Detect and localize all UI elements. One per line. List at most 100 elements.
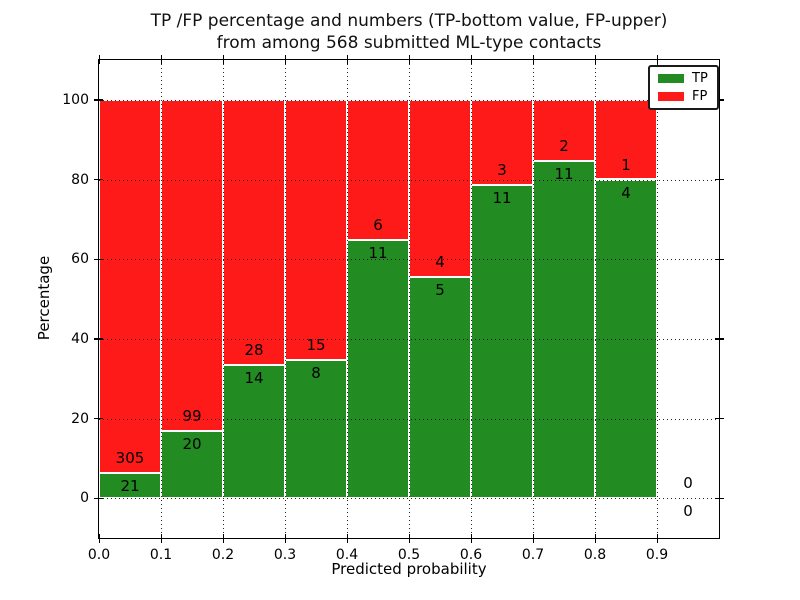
- tp-count-label: 11: [554, 165, 574, 184]
- x-tick-label: 0.0: [87, 547, 111, 563]
- legend-label-tp: TP: [692, 71, 708, 86]
- tp-count-label: 11: [368, 244, 388, 263]
- y-tick-left: [94, 179, 103, 181]
- x-tick-label: 0.4: [335, 547, 359, 563]
- x-tick-top: [656, 55, 658, 64]
- x-tick-top: [408, 55, 410, 64]
- tp-bar-segment: [99, 472, 161, 499]
- x-tick-bottom: [408, 534, 410, 543]
- y-tick-right: [715, 497, 724, 500]
- y-tick-label: 80: [71, 171, 89, 188]
- y-tick-left: [94, 338, 103, 340]
- tp-count-label: 21: [120, 476, 140, 495]
- x-tick-top: [222, 55, 224, 64]
- tp-count-label: 4: [621, 183, 631, 202]
- tp-bar-segment: [471, 185, 533, 499]
- fp-bar-segment: [161, 99, 223, 432]
- tp-count-label: 14: [244, 369, 264, 388]
- x-tick-label: 0.6: [459, 547, 483, 563]
- x-tick-top: [98, 55, 100, 64]
- x-tick-top: [160, 55, 162, 64]
- x-tick-top: [470, 55, 472, 64]
- fp-bar-segment: [409, 99, 471, 277]
- x-tick-bottom: [98, 534, 100, 543]
- y-tick-label: 40: [71, 330, 89, 347]
- y-tick-label: 20: [71, 410, 89, 427]
- fp-bar-segment: [99, 99, 161, 473]
- x-gridline: [285, 60, 286, 538]
- fp-count-label: 3: [497, 161, 507, 180]
- tp-bar-segment: [409, 276, 471, 499]
- fp-count-label: 305: [115, 448, 145, 467]
- fp-bar-segment: [223, 99, 285, 366]
- tp-bar-segment: [161, 431, 223, 499]
- x-gridline: [595, 60, 596, 538]
- x-tick-bottom: [284, 534, 286, 543]
- x-tick-bottom: [346, 534, 348, 543]
- legend-label-fp: FP: [692, 89, 708, 104]
- tp-count-label: 11: [492, 189, 512, 208]
- tp-bar-segment: [533, 161, 595, 499]
- legend: TP FP: [648, 65, 719, 110]
- x-gridline: [161, 60, 162, 538]
- y-axis-label: Percentage: [35, 255, 53, 341]
- x-tick-top: [346, 55, 348, 64]
- fp-color-swatch: [658, 92, 684, 101]
- y-tick-left: [94, 418, 103, 420]
- x-tick-label: 0.9: [645, 547, 669, 563]
- x-tick-label: 0.5: [397, 547, 421, 563]
- fp-count-label: 15: [306, 335, 326, 354]
- y-tick-label: 100: [62, 91, 89, 108]
- y-tick-label: 0: [80, 490, 89, 507]
- x-gridline: [409, 60, 410, 538]
- x-gridline: [471, 60, 472, 538]
- x-axis-label: Predicted probability: [331, 560, 487, 578]
- y-tick-right: [715, 99, 724, 101]
- fp-count-label: 0: [683, 474, 693, 493]
- tp-count-label: 0: [683, 502, 693, 521]
- x-tick-bottom: [532, 534, 534, 543]
- x-gridline: [533, 60, 534, 538]
- x-gridline: [223, 60, 224, 538]
- y-tick-right: [715, 418, 724, 420]
- fp-count-label: 6: [373, 216, 383, 235]
- x-tick-label: 0.3: [273, 547, 297, 563]
- tp-count-label: 20: [182, 435, 202, 454]
- x-tick-bottom: [470, 534, 472, 543]
- x-tick-label: 0.1: [149, 547, 173, 563]
- x-tick-label: 0.8: [583, 547, 607, 563]
- y-tick-left: [94, 99, 103, 101]
- x-tick-label: 0.2: [211, 547, 235, 563]
- y-tick-right: [715, 179, 724, 181]
- tp-bar-segment: [347, 240, 409, 499]
- y-tick-right: [715, 258, 724, 261]
- legend-item-tp: TP: [658, 72, 708, 85]
- x-tick-label: 0.7: [521, 547, 545, 563]
- x-gridline: [657, 60, 658, 538]
- y-tick-left: [94, 258, 103, 261]
- fp-count-label: 1: [621, 155, 631, 174]
- chart-title: TP /FP percentage and numbers (TP-bottom…: [98, 10, 720, 55]
- fp-bar-segment: [285, 99, 347, 360]
- chart-title-line1: TP /FP percentage and numbers (TP-bottom…: [150, 11, 668, 31]
- tp-color-swatch: [658, 74, 684, 83]
- fp-count-label: 28: [244, 341, 264, 360]
- x-tick-bottom: [222, 534, 224, 543]
- x-tick-bottom: [656, 534, 658, 543]
- x-tick-bottom: [160, 534, 162, 543]
- fp-count-label: 2: [559, 137, 569, 156]
- chart-title-line2: from among 568 submitted ML-type contact…: [216, 33, 602, 54]
- x-tick-bottom: [594, 534, 596, 543]
- x-gridline: [347, 60, 348, 538]
- y-tick-label: 60: [71, 251, 89, 268]
- plot-area: 305 21 99 20 28 14 15 8 6 11 4 5 3 11 2 11 1 4 0 0 0 20 40 60 80…: [62, 55, 724, 562]
- fp-count-label: 99: [182, 407, 202, 426]
- y-tick-right: [715, 338, 724, 340]
- x-tick-top: [594, 55, 596, 64]
- fp-count-label: 4: [435, 252, 445, 271]
- tp-bar-segment: [285, 359, 347, 499]
- tp-count-label: 5: [435, 280, 445, 299]
- tp-count-label: 8: [311, 363, 321, 382]
- x-tick-top: [284, 55, 286, 64]
